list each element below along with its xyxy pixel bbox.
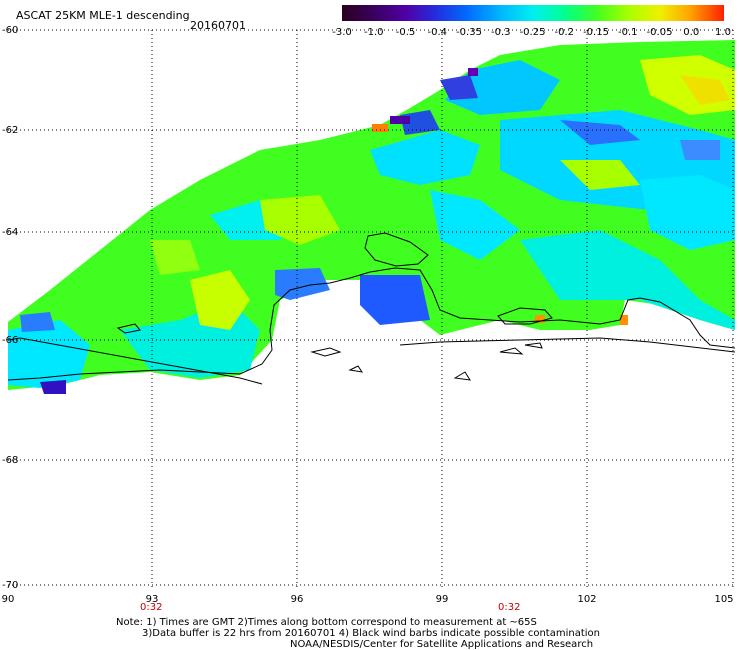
colorbar: [342, 5, 724, 21]
time-label-1: 0:32: [140, 602, 163, 613]
x-label-90: 90: [1, 594, 15, 605]
colorbar-segment: [373, 5, 407, 21]
y-label-60: -60: [2, 25, 19, 36]
colorbar-segment: [564, 5, 597, 21]
x-label-93: 93: [145, 594, 159, 605]
colorbar-tick-label: 0.0: [683, 27, 700, 38]
colorbar-segment: [691, 5, 724, 21]
x-label-105: 105: [714, 594, 734, 605]
colorbar-tick-label: -0.3: [490, 27, 511, 38]
colorbar-segment: [500, 5, 534, 21]
x-label-102: 102: [577, 594, 597, 605]
colorbar-segment: [596, 5, 629, 21]
footer-note-1: Note: 1) Times are GMT 2)Times along bot…: [116, 617, 537, 628]
colorbar-tick-label: -0.05: [646, 27, 673, 38]
colorbar-tick-label: -0.1: [617, 27, 638, 38]
footer-note-2: 3)Data buffer is 22 hrs from 20160701 4)…: [142, 628, 600, 639]
y-label-62: -62: [2, 125, 19, 136]
swath-base: [8, 40, 735, 390]
grid-lines: [8, 29, 735, 590]
map-date: 20160701: [190, 19, 246, 32]
colorbar-tick-label: -0.35: [456, 27, 482, 38]
colorbar-segment: [342, 5, 375, 21]
y-label-70: -70: [2, 580, 19, 591]
colorbar-tick-label: 1.0: [715, 27, 731, 38]
data-swath: [8, 40, 735, 394]
coastline: [7, 232, 736, 385]
colorbar-tick-label: -3.0: [332, 27, 352, 38]
colorbar-segment: [405, 5, 439, 21]
colorbar-tick-label: -0.5: [395, 27, 416, 38]
colorbar-tick-label: -0.25: [519, 27, 546, 38]
colorbar-segment: [659, 5, 693, 21]
y-label-68: -68: [2, 455, 19, 466]
colorbar-tick-label: -1.0: [363, 27, 384, 38]
colorbar-tick-label: -0.2: [554, 27, 575, 38]
time-label-2: 0:32: [498, 602, 521, 613]
colorbar-segment: [469, 5, 502, 21]
colorbar-segment: [532, 5, 566, 21]
x-label-99: 99: [435, 594, 449, 605]
colorbar-segment: [627, 5, 661, 21]
footer-credit: NOAA/NESDIS/Center for Satellite Applica…: [290, 639, 594, 650]
y-label-66: -66: [2, 335, 19, 346]
map-title: ASCAT 25KM MLE-1 descending: [16, 9, 190, 22]
colorbar-segment: [437, 5, 470, 21]
y-label-64: -64: [2, 227, 19, 238]
colorbar-tick-label: -0.4: [427, 27, 448, 38]
x-label-96: 96: [290, 594, 304, 605]
colorbar-tick-label: -0.15: [583, 27, 609, 38]
